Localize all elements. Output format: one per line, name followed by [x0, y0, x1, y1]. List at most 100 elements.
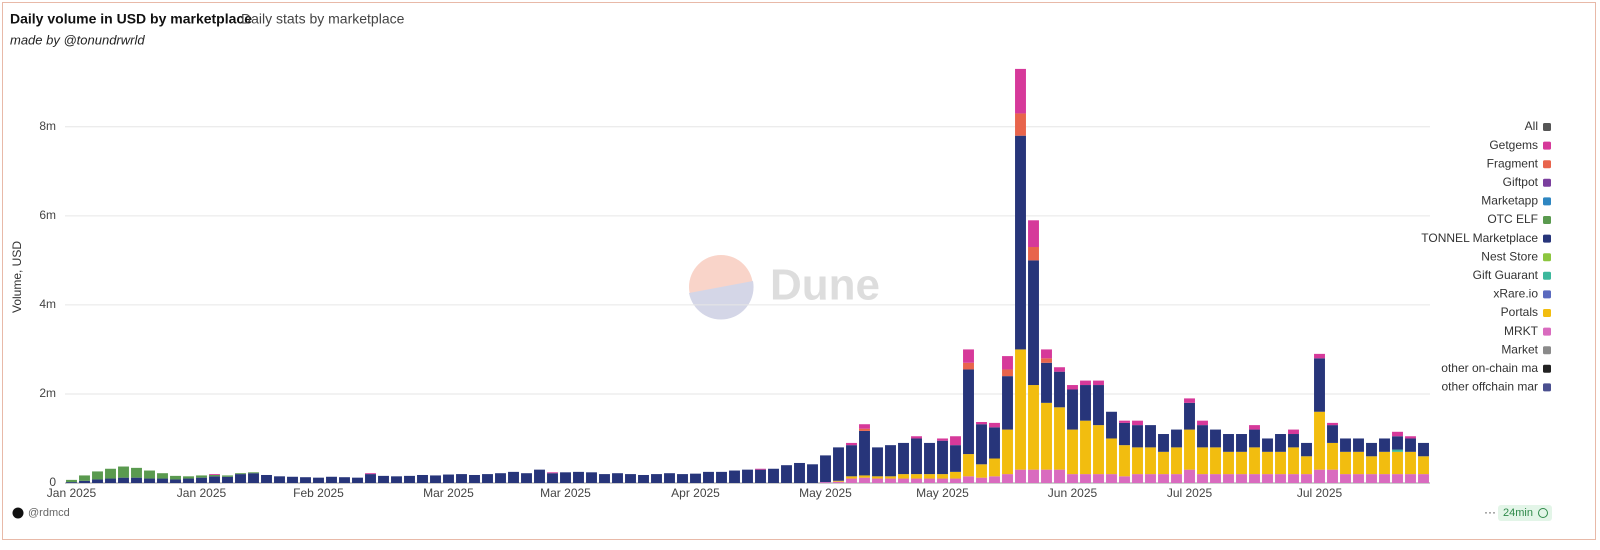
bar-segment: [1015, 469, 1026, 483]
bar-segment: [118, 466, 129, 478]
menu-button[interactable]: ···: [1484, 505, 1496, 519]
bar-segment: [963, 349, 974, 363]
y-axis-label: Volume, USD: [10, 241, 24, 313]
legend-swatch: [1543, 216, 1551, 224]
bar-segment: [1132, 420, 1143, 426]
bar-segment: [703, 471, 714, 483]
bar-segment: [1041, 469, 1052, 483]
subtitle: made by @tonundrwrld: [10, 32, 145, 47]
x-tick-label: Jan 2025: [177, 486, 227, 500]
legend-label[interactable]: Getgems: [1489, 138, 1538, 152]
bar-segment: [1067, 429, 1078, 475]
bar-segment: [469, 474, 480, 483]
bar-segment: [989, 422, 1000, 428]
legend-toggle: All: [1525, 119, 1538, 133]
x-tick-label: May 2025: [916, 486, 969, 500]
legend-swatch: [1543, 309, 1551, 317]
author[interactable]: @rdmcd: [28, 507, 70, 519]
bar-segment: [1405, 436, 1416, 439]
bar-segment: [1366, 474, 1377, 483]
bar-segment: [586, 472, 597, 483]
legend-label[interactable]: TONNEL Marketplace: [1421, 231, 1538, 245]
bar-segment: [911, 478, 922, 483]
bar-segment: [183, 476, 194, 479]
bar-segment: [846, 478, 857, 483]
bar-segment: [989, 476, 1000, 483]
legend-swatch: [1543, 178, 1551, 187]
bar-segment: [1158, 474, 1169, 483]
bar-segment: [1314, 358, 1325, 412]
legend-label[interactable]: Portals: [1501, 305, 1538, 319]
bar-segment: [222, 476, 233, 483]
bar-segment: [547, 472, 558, 474]
legend-label[interactable]: other on-chain ma: [1441, 361, 1538, 375]
bar-segment: [508, 471, 519, 483]
legend-label[interactable]: Nest Store: [1481, 249, 1538, 263]
watermark-logo-half: [689, 281, 754, 320]
bar-segment: [1301, 456, 1312, 475]
legend-swatch: [1543, 290, 1551, 299]
legend-swatch: [1543, 141, 1551, 150]
bar-segment: [755, 468, 766, 470]
bar-segment: [963, 362, 974, 370]
bar-segment: [1080, 385, 1091, 421]
bar-segment: [963, 454, 974, 477]
bar-segment: [794, 462, 805, 483]
bar-segment: [1314, 469, 1325, 483]
bar-segment: [1288, 447, 1299, 475]
bar-segment: [1353, 438, 1364, 452]
legend-label[interactable]: OTC ELF: [1487, 212, 1538, 226]
bar-segment: [1080, 380, 1091, 386]
bar-segment: [872, 476, 883, 479]
bar-segment: [1327, 425, 1338, 443]
bar-segment: [1353, 451, 1364, 475]
bar-segment: [742, 469, 753, 483]
bar-segment: [1262, 474, 1273, 483]
bar-segment: [1028, 247, 1039, 261]
bar-segment: [313, 477, 324, 483]
legend-label[interactable]: Gift Guarant: [1473, 268, 1539, 282]
bar-segment: [677, 474, 688, 483]
bar-segment: [1067, 385, 1078, 390]
bar-segment: [157, 478, 168, 483]
bar-segment: [807, 464, 818, 483]
bar-segment: [196, 475, 207, 478]
bar-segment: [183, 478, 194, 483]
legend-label[interactable]: other offchain mar: [1442, 380, 1539, 394]
bar-segment: [573, 471, 584, 483]
bar-segment: [1041, 358, 1052, 363]
legend-label[interactable]: xRare.io: [1493, 287, 1538, 301]
bar-segment: [1015, 135, 1026, 350]
legend-swatch: [1543, 234, 1551, 243]
bar-segment: [1067, 389, 1078, 430]
legend-label[interactable]: Fragment: [1487, 156, 1539, 170]
legend: All Getgems Fragment Giftpot Marketapp OTC EL…: [1421, 119, 1551, 394]
bar-segment: [1106, 438, 1117, 475]
legend-label[interactable]: Marketapp: [1481, 194, 1538, 208]
bar-segment: [885, 478, 896, 483]
bar-segment: [1158, 451, 1169, 475]
bar-segment: [1210, 429, 1221, 448]
legend-label[interactable]: Giftpot: [1503, 175, 1539, 189]
bar-segment: [144, 478, 155, 483]
bar-segment: [1249, 447, 1260, 475]
bar-segment: [1340, 451, 1351, 475]
bar-segment: [1080, 420, 1091, 475]
author-avatar: [12, 507, 24, 519]
bar-segment: [1132, 474, 1143, 483]
x-tick-label: Jul 2025: [1167, 486, 1213, 500]
legend-label[interactable]: MRKT: [1504, 324, 1539, 338]
bar-segment: [846, 445, 857, 477]
bar-segment: [989, 458, 1000, 477]
legend-label[interactable]: Market: [1501, 342, 1538, 356]
bar-segment: [300, 477, 311, 483]
bar-segment: [1132, 447, 1143, 475]
bar-segment: [1028, 469, 1039, 483]
bar-segment: [1275, 451, 1286, 475]
bar-segment: [1392, 474, 1403, 483]
x-tick-label: May 2025: [799, 486, 852, 500]
bar-segment: [612, 473, 623, 483]
bar-segment: [534, 469, 545, 483]
bar-segment: [157, 473, 168, 479]
tab-title[interactable]: Daily stats by marketplace: [241, 11, 405, 27]
